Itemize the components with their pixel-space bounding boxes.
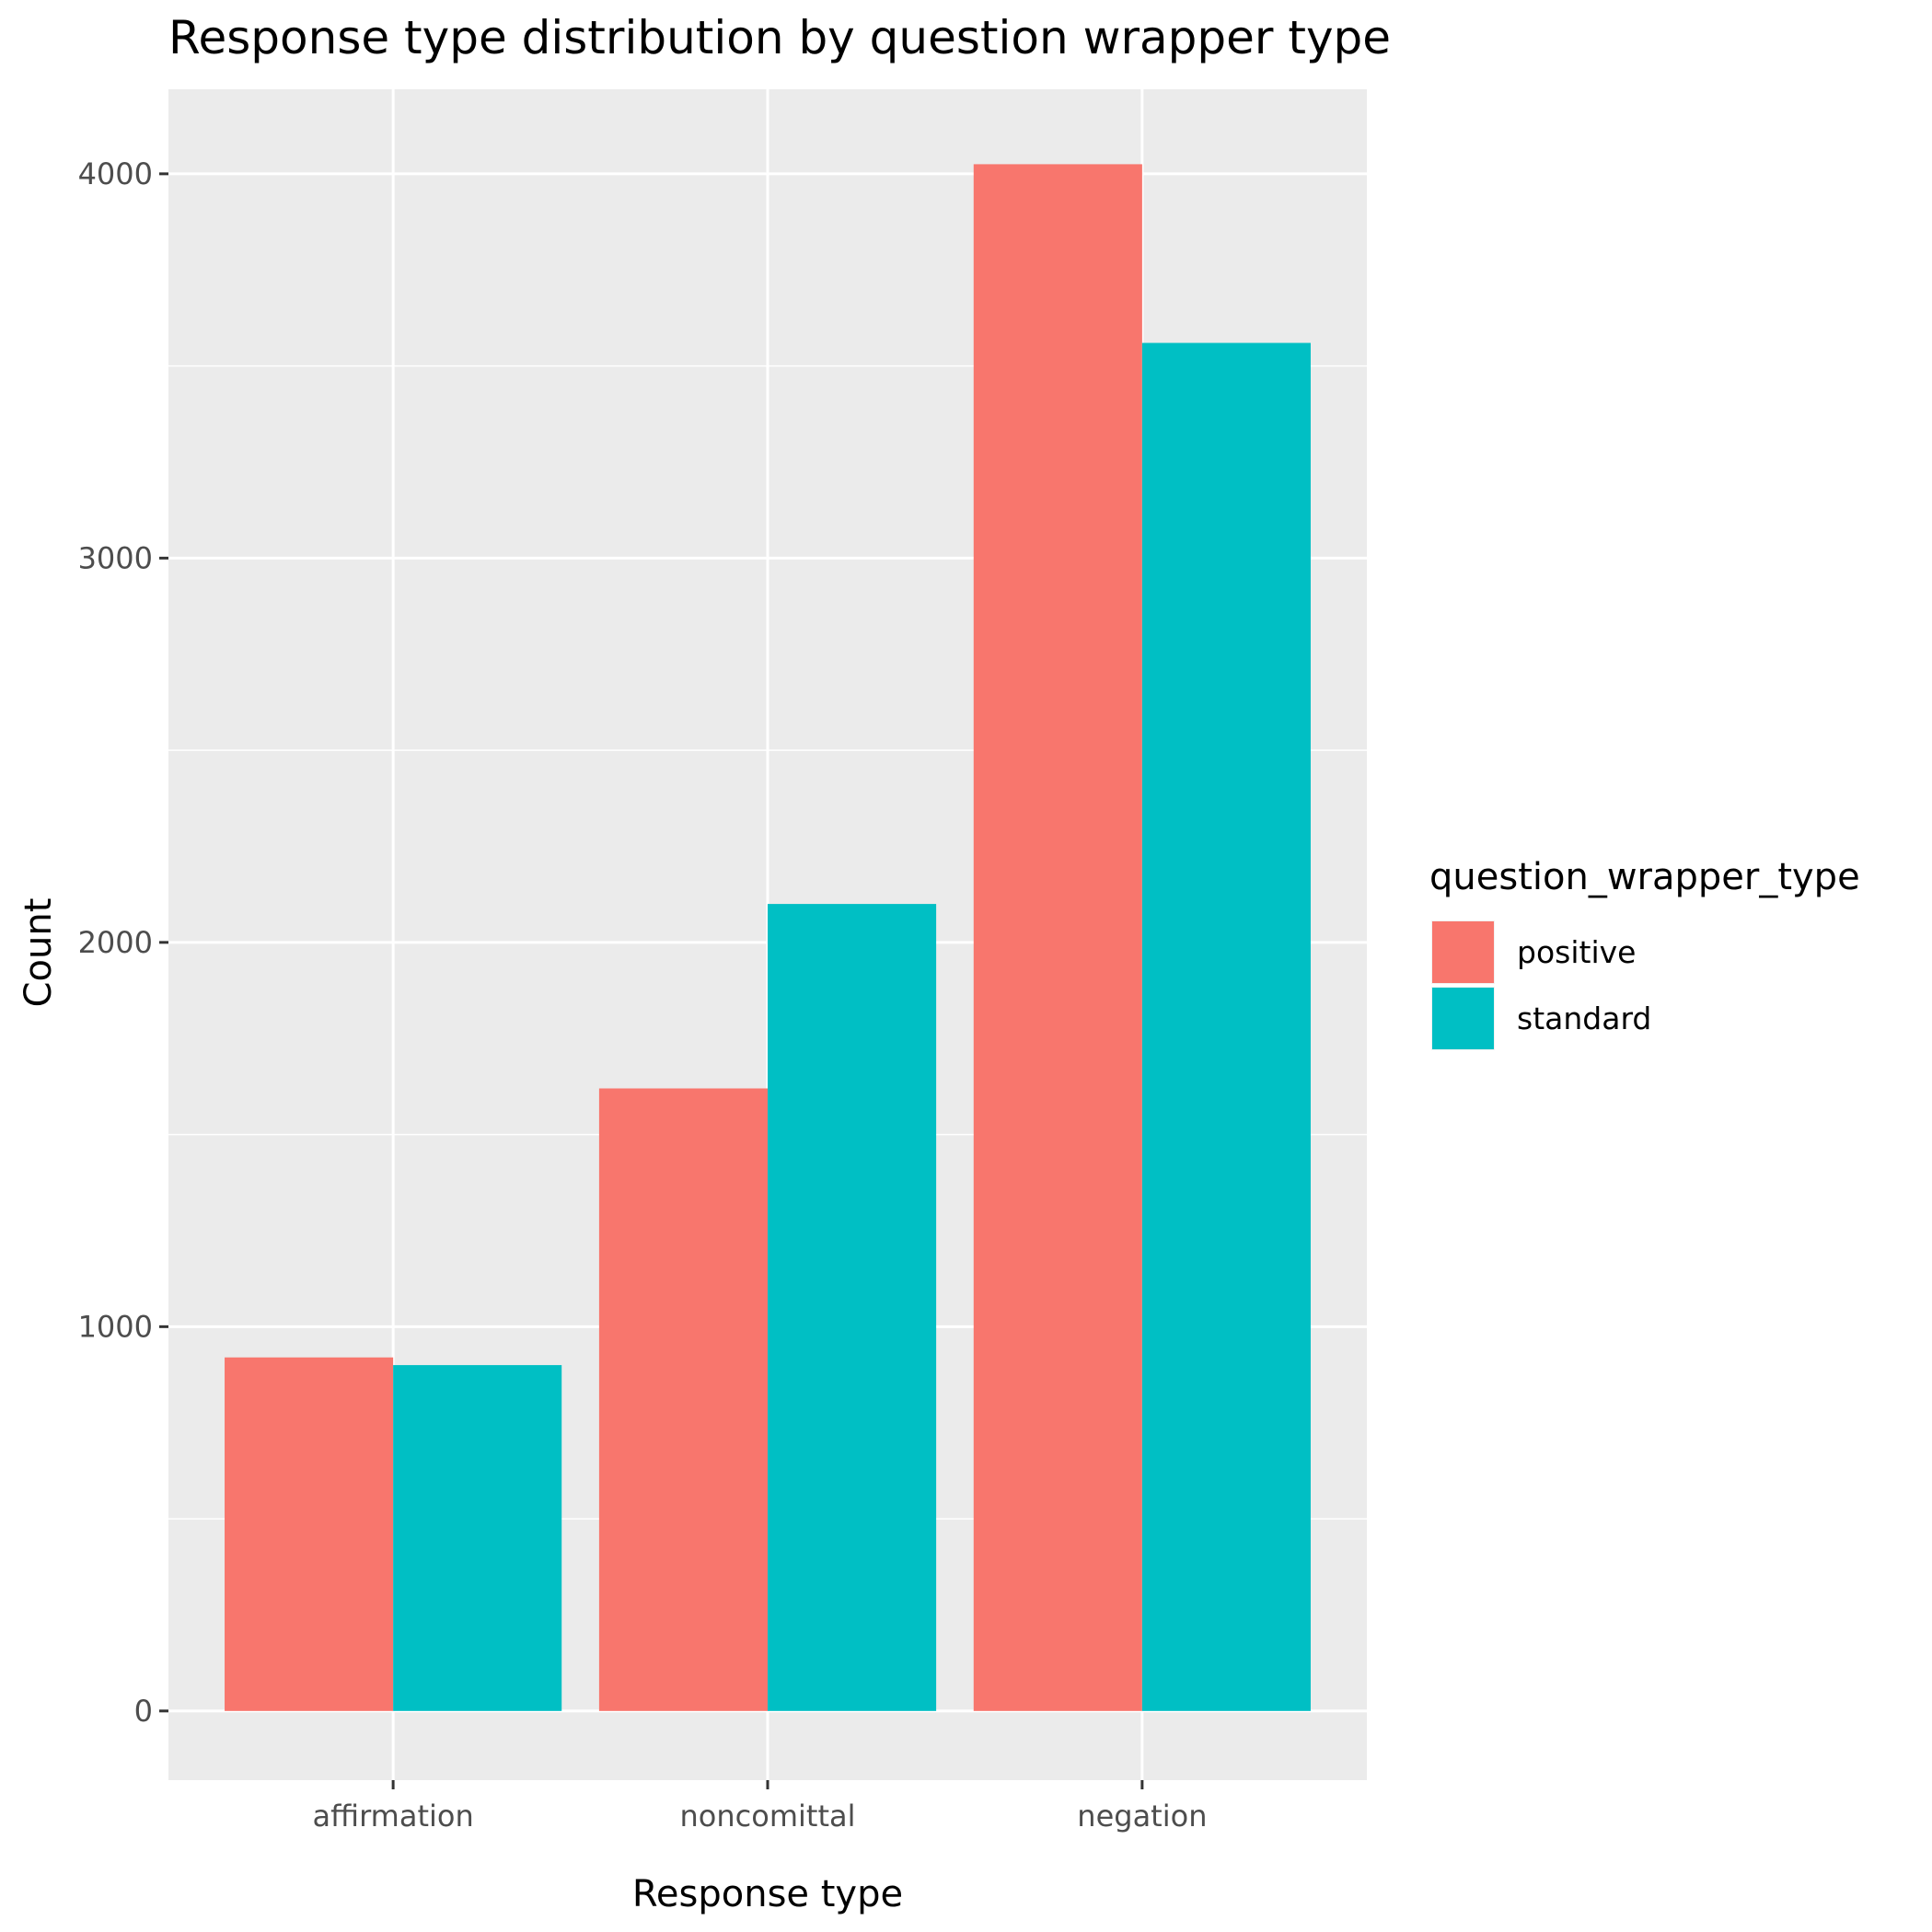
- x-tick-label: noncomittal: [680, 1799, 856, 1834]
- bar-affirmation-standard: [393, 1365, 562, 1711]
- y-tick-label: 2000: [78, 925, 153, 960]
- bar-negation-standard: [1141, 342, 1311, 1711]
- y-axis-title: Count: [17, 898, 60, 1008]
- bar-negation-positive: [973, 164, 1142, 1711]
- axes: 0 1000 2000 3000 4000 affirmation noncomittal n…: [78, 156, 1208, 1834]
- bar-affirmation-positive: [225, 1357, 394, 1711]
- y-tick-label: 4000: [78, 156, 153, 191]
- x-tick-label: affirmation: [313, 1799, 474, 1834]
- legend: question_wrapper_type positive standard: [1429, 856, 1860, 1050]
- chart-title: Response type distribution by question w…: [168, 11, 1391, 64]
- legend-label-standard: standard: [1517, 1001, 1651, 1036]
- y-tick-label: 0: [134, 1694, 153, 1729]
- legend-swatch-positive: [1432, 921, 1494, 983]
- legend-title: question_wrapper_type: [1429, 856, 1860, 898]
- legend-label-positive: positive: [1517, 934, 1636, 970]
- x-tick-label: negation: [1077, 1799, 1207, 1834]
- y-tick-label: 3000: [78, 540, 153, 575]
- y-tick-label: 1000: [78, 1309, 153, 1344]
- x-axis-title: Response type: [632, 1873, 903, 1915]
- bars: [225, 164, 1311, 1711]
- bar-noncomittal-standard: [768, 904, 937, 1711]
- legend-swatch-standard: [1432, 988, 1494, 1049]
- bar-noncomittal-positive: [598, 1088, 768, 1711]
